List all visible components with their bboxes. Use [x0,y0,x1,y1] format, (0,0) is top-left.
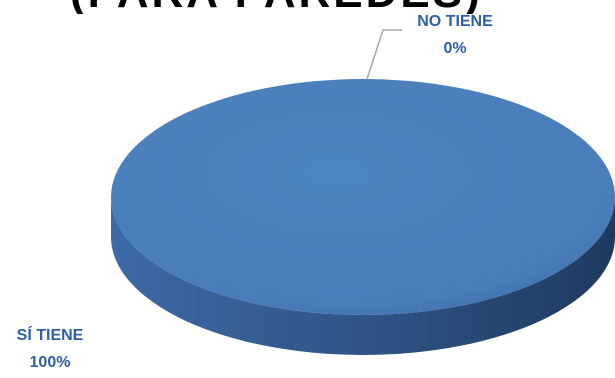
slice-value-no-tiene: 0% [400,35,510,62]
slice-label-no-tiene: NO TIENE 0% [400,8,510,62]
slice-name-no-tiene: NO TIENE [400,8,510,35]
slice-label-si-tiene: SÍ TIENE 100% [0,322,100,376]
slice-value-si-tiene: 100% [0,349,100,376]
slice-name-si-tiene: SÍ TIENE [0,322,100,349]
leader-line-no-tiene [367,30,402,79]
